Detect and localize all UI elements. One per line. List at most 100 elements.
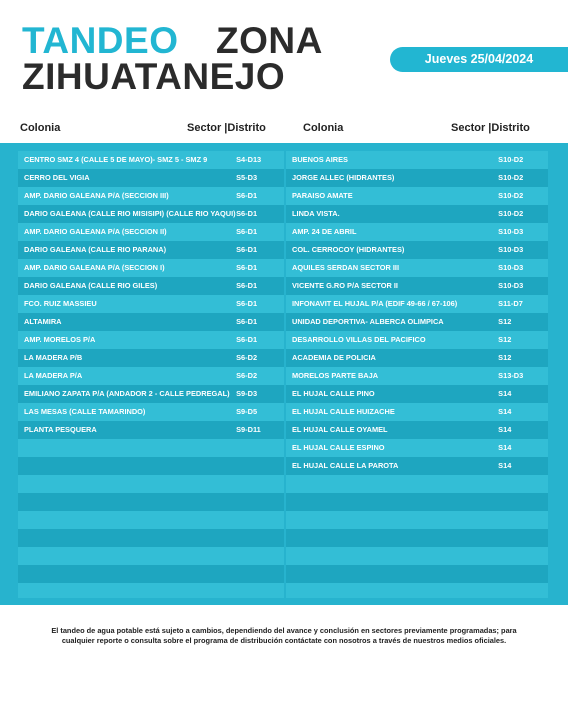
table-row: EL HUJAL CALLE OYAMEL S14 bbox=[286, 421, 548, 439]
colonia-cell: AMP. 24 DE ABRIL bbox=[292, 227, 357, 236]
colonia-cell: DARIO GALEANA (CALLE RIO GILES) bbox=[24, 281, 158, 290]
sector-cell: S10-D3 bbox=[498, 263, 524, 272]
sector-cell: S6-D1 bbox=[236, 299, 258, 308]
title-zona: ZONA bbox=[216, 20, 323, 61]
colonia-cell: BUENOS AIRES bbox=[292, 155, 348, 164]
title-tandeo: TANDEO bbox=[22, 20, 179, 61]
table-row: EL HUJAL CALLE PINO S14 bbox=[286, 385, 548, 403]
sector-cell: S10-D2 bbox=[498, 155, 524, 164]
colonia-cell: DARIO GALEANA (CALLE RIO MISISIPI) (CALL… bbox=[24, 209, 236, 218]
table-panel: CENTRO SMZ 4 (CALLE 5 DE MAYO)- SMZ 5 - … bbox=[0, 143, 568, 605]
sector-cell: S5-D3 bbox=[236, 173, 258, 182]
sector-cell: S10-D3 bbox=[498, 245, 524, 254]
colonia-cell: MORELOS PARTE BAJA bbox=[292, 371, 379, 380]
table-row: DARIO GALEANA (CALLE RIO MISISIPI) (CALL… bbox=[18, 205, 284, 223]
colonia-cell: PLANTA PESQUERA bbox=[24, 425, 97, 434]
sector-cell: S6-D1 bbox=[236, 317, 258, 326]
table-row: AMP. DARIO GALEANA P/A (SECCION II) S6-D1 bbox=[18, 223, 284, 241]
col-header: Sector |Distrito bbox=[187, 122, 266, 134]
colonia-cell: UNIDAD DEPORTIVA- ALBERCA OLIMPICA bbox=[292, 317, 444, 326]
table-row: AMP. MORELOS P/A S6-D1 bbox=[18, 331, 284, 349]
colonia-cell: LA MADERA P/A bbox=[24, 371, 83, 380]
table-row: LA MADERA P/B S6-D2 bbox=[18, 349, 284, 367]
table-row: AMP. DARIO GALEANA P/A (SECCION I) S6-D1 bbox=[18, 259, 284, 277]
table-row: AMP. DARIO GALEANA P/A (SECCION III) S6-D… bbox=[18, 187, 284, 205]
colonia-cell: DESARROLLO VILLAS DEL PACIFICO bbox=[292, 335, 426, 344]
table-row: PLANTA PESQUERA S9-D11 bbox=[18, 421, 284, 439]
sector-cell: S6-D2 bbox=[236, 353, 258, 362]
colonia-cell: JORGE ALLEC (HIDRANTES) bbox=[292, 173, 395, 182]
colonia-cell: INFONAVIT EL HUJAL P/A (EDIF 49-66 / 67-… bbox=[292, 299, 458, 308]
table-row: MORELOS PARTE BAJA S13-D3 bbox=[286, 367, 548, 385]
table-row: DARIO GALEANA (CALLE RIO GILES) S6-D1 bbox=[18, 277, 284, 295]
colonia-cell: AMP. DARIO GALEANA P/A (SECCION II) bbox=[24, 227, 167, 236]
colonia-cell: LINDA VISTA. bbox=[292, 209, 340, 218]
sector-cell: S6-D1 bbox=[236, 263, 258, 272]
sector-cell: S12 bbox=[498, 317, 512, 326]
colonia-cell: EL HUJAL CALLE ESPINO bbox=[292, 443, 385, 452]
table-row: EL HUJAL CALLE ESPINO S14 bbox=[286, 439, 548, 457]
sector-cell: S6-D1 bbox=[236, 245, 258, 254]
sector-cell: S10-D3 bbox=[498, 227, 524, 236]
sector-cell: S14 bbox=[498, 443, 512, 452]
sector-cell: S6-D2 bbox=[236, 371, 258, 380]
colonia-cell: EL HUJAL CALLE OYAMEL bbox=[292, 425, 388, 434]
sector-cell: S6-D1 bbox=[236, 209, 258, 218]
colonia-cell: AMP. MORELOS P/A bbox=[24, 335, 96, 344]
table-row: LA MADERA P/A S6-D2 bbox=[18, 367, 284, 385]
sector-cell: S10-D2 bbox=[498, 191, 524, 200]
colonia-cell: AQUILES SERDAN SECTOR III bbox=[292, 263, 400, 272]
colonia-cell: EL HUJAL CALLE PINO bbox=[292, 389, 375, 398]
sector-cell: S13-D3 bbox=[498, 371, 524, 380]
colonia-cell: EL HUJAL CALLE LA PAROTA bbox=[292, 461, 399, 470]
title-city: ZIHUATANEJO bbox=[22, 56, 286, 97]
table-row: EL HUJAL CALLE LA PAROTA S14 bbox=[286, 457, 548, 475]
table-row: INFONAVIT EL HUJAL P/A (EDIF 49-66 / 67-… bbox=[286, 295, 548, 313]
sector-cell: S6-D1 bbox=[236, 281, 258, 290]
colonia-cell: VICENTE G.RO P/A SECTOR II bbox=[292, 281, 398, 290]
footer-note: El tandeo de agua potable está sujeto a … bbox=[51, 626, 517, 645]
table-row: VICENTE G.RO P/A SECTOR II S10-D3 bbox=[286, 277, 548, 295]
sector-cell: S6-D1 bbox=[236, 227, 258, 236]
sector-cell: S10-D2 bbox=[498, 173, 524, 182]
sector-cell: S14 bbox=[498, 425, 512, 434]
sector-cell: S6-D1 bbox=[236, 335, 258, 344]
table-row: LAS MESAS (CALLE TAMARINDO) S9-D5 bbox=[18, 403, 284, 421]
colonia-cell: EL HUJAL CALLE HUIZACHE bbox=[292, 407, 395, 416]
table-row: LINDA VISTA. S10-D2 bbox=[286, 205, 548, 223]
table-row: CERRO DEL VIGIA S5-D3 bbox=[18, 169, 284, 187]
table-row: AQUILES SERDAN SECTOR III S10-D3 bbox=[286, 259, 548, 277]
table-row: CENTRO SMZ 4 (CALLE 5 DE MAYO)- SMZ 5 - … bbox=[18, 151, 284, 169]
sector-cell: S14 bbox=[498, 389, 512, 398]
sector-cell: S12 bbox=[498, 335, 512, 344]
table-row: AMP. 24 DE ABRIL S10-D3 bbox=[286, 223, 548, 241]
colonia-cell: ACADEMIA DE POLICIA bbox=[292, 353, 376, 362]
sector-cell: S9-D3 bbox=[236, 389, 258, 398]
table-row: COL. CERROCOY (HIDRANTES) S10-D3 bbox=[286, 241, 548, 259]
sector-cell: S4-D13 bbox=[236, 155, 262, 164]
colonia-cell: AMP. DARIO GALEANA P/A (SECCION I) bbox=[24, 263, 165, 272]
sector-cell: S10-D3 bbox=[498, 281, 524, 290]
sector-cell: S14 bbox=[498, 461, 512, 470]
sector-cell: S11-D7 bbox=[498, 299, 523, 308]
colonia-cell: DARIO GALEANA (CALLE RIO PARANA) bbox=[24, 245, 167, 254]
sector-cell: S14 bbox=[498, 407, 512, 416]
table-row: EL HUJAL CALLE HUIZACHE S14 bbox=[286, 403, 548, 421]
table-row: EMILIANO ZAPATA P/A (ANDADOR 2 - CALLE P… bbox=[18, 385, 284, 403]
table: CENTRO SMZ 4 (CALLE 5 DE MAYO)- SMZ 5 - … bbox=[18, 151, 284, 598]
colonia-cell: EMILIANO ZAPATA P/A (ANDADOR 2 - CALLE P… bbox=[24, 389, 230, 398]
col-header: Colonia bbox=[20, 122, 61, 134]
sector-cell: S10-D2 bbox=[498, 209, 524, 218]
colonia-cell: CENTRO SMZ 4 (CALLE 5 DE MAYO)- SMZ 5 - … bbox=[24, 155, 208, 164]
col-header: Sector |Distrito bbox=[451, 122, 530, 134]
table-row: FCO. RUIZ MASSIEU S6-D1 bbox=[18, 295, 284, 313]
sector-cell: S6-D1 bbox=[236, 191, 258, 200]
table-row: BUENOS AIRES S10-D2 bbox=[286, 151, 548, 169]
table-row: ALTAMIRA S6-D1 bbox=[18, 313, 284, 331]
col-header: Colonia bbox=[303, 122, 344, 134]
colonia-cell: AMP. DARIO GALEANA P/A (SECCION III) bbox=[24, 191, 169, 200]
table-row: DARIO GALEANA (CALLE RIO PARANA) S6-D1 bbox=[18, 241, 284, 259]
colonia-cell: LAS MESAS (CALLE TAMARINDO) bbox=[24, 407, 146, 416]
table-row: UNIDAD DEPORTIVA- ALBERCA OLIMPICA S12 bbox=[286, 313, 548, 331]
